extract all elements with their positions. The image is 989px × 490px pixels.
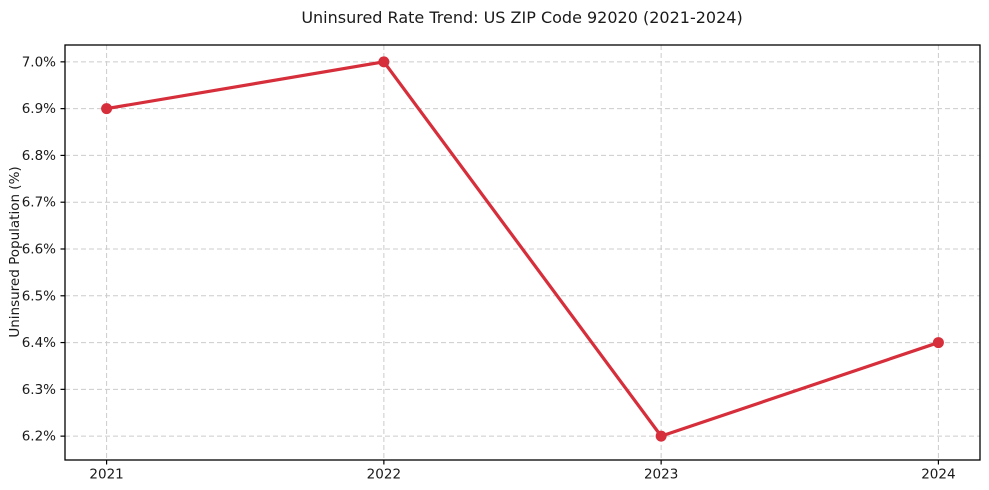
x-tick-label: 2024 (921, 467, 955, 483)
x-tick-label: 2022 (367, 467, 401, 483)
x-tick-label: 2021 (89, 467, 123, 483)
y-tick-label: 6.2% (22, 429, 56, 445)
trend-line (104, 60, 941, 438)
data-point (932, 337, 944, 349)
y-tick-label: 7.0% (22, 54, 56, 70)
y-tick-label: 6.4% (22, 335, 56, 351)
plot-border (64, 44, 981, 461)
y-tick-label: 6.5% (22, 288, 56, 304)
chart-title: Uninsured Rate Trend: US ZIP Code 92020 … (301, 8, 743, 27)
y-tick-label: 6.7% (22, 195, 56, 211)
y-tick-label: 6.9% (22, 101, 56, 117)
data-point (655, 430, 667, 442)
x-tick-label: 2023 (644, 467, 678, 483)
data-point (101, 103, 113, 115)
data-point (378, 56, 390, 68)
y-tick-label: 6.3% (22, 382, 56, 398)
y-tick-label: 6.8% (22, 148, 56, 164)
y-tick-label: 6.6% (22, 241, 56, 257)
